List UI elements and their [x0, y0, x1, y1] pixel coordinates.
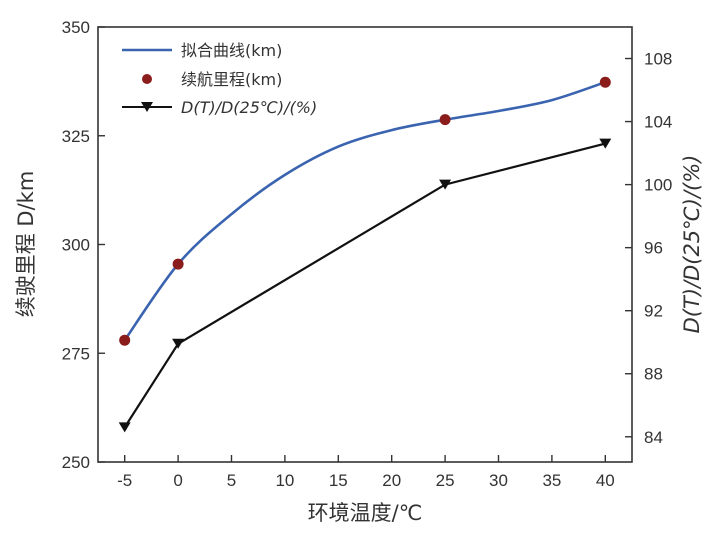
point-range — [172, 258, 184, 270]
y-tick-label-left: 250 — [62, 453, 90, 472]
legend: 拟合曲线(km) 续航里程(km) D(T)/D(25℃)/(%) — [122, 41, 317, 117]
y-tick-label-left: 350 — [62, 18, 90, 37]
x-tick-label: 0 — [173, 471, 182, 490]
y-tick-label-right: 84 — [644, 428, 663, 447]
y-axis-title-left: 续驶里程 D/km — [14, 171, 38, 318]
x-tick-label: -5 — [117, 471, 132, 490]
legend-label-range: 续航里程(km) — [181, 70, 282, 89]
series-layer — [118, 76, 612, 433]
y-tick-label-left: 275 — [62, 344, 90, 363]
point-range — [439, 114, 451, 126]
y-tick-label-right: 104 — [644, 113, 672, 132]
y-tick-label-right: 92 — [644, 302, 663, 321]
legend-marker-range — [142, 74, 152, 84]
x-tick-label: 30 — [489, 471, 508, 490]
series-line-fit — [123, 80, 606, 341]
x-tick-label: 25 — [436, 471, 455, 490]
x-tick-label: 10 — [275, 471, 294, 490]
x-tick-label: 40 — [596, 471, 615, 490]
y-tick-label-left: 325 — [62, 127, 90, 146]
y-tick-label-right: 96 — [644, 239, 663, 258]
y-tick-label-right: 108 — [644, 50, 672, 69]
y-tick-label-right: 100 — [644, 176, 672, 195]
point-range — [599, 76, 611, 88]
x-tick-label: 35 — [542, 471, 561, 490]
x-axis-title: 环境温度/℃ — [308, 501, 423, 525]
plot-frame — [97, 26, 633, 463]
point-ratio — [599, 138, 612, 149]
legend-label-fit: 拟合曲线(km) — [181, 41, 282, 60]
y-tick-label-right: 88 — [644, 365, 663, 384]
x-tick-label: 5 — [227, 471, 236, 490]
point-range — [119, 334, 131, 346]
series-line-ratio — [123, 142, 606, 428]
y-axis-title-right: D(T)/D(25℃)/(%) — [680, 155, 704, 334]
x-tick-label: 15 — [329, 471, 348, 490]
axis-ticks: -5 0 5 10 15 20 25 30 35 40 250 275 300 325 350 84 88 92 9… — [62, 18, 673, 490]
point-ratio — [118, 422, 131, 433]
point-ratio — [172, 338, 185, 349]
point-ratio — [439, 179, 452, 190]
legend-marker-ratio — [141, 102, 153, 112]
x-tick-label: 20 — [382, 471, 401, 490]
legend-label-ratio: D(T)/D(25℃)/(%) — [181, 98, 317, 117]
y-tick-label-left: 300 — [62, 236, 90, 255]
